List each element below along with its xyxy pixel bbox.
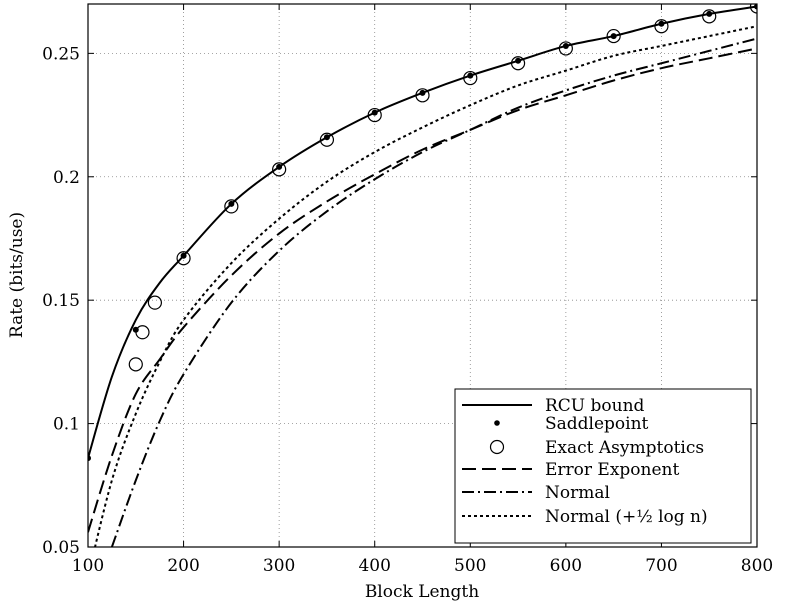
saddlepoint-marker [228, 200, 235, 207]
y-axis-label: Rate (bits/use) [7, 212, 27, 338]
saddlepoint-marker [276, 163, 283, 170]
exact-asymptotics-marker [463, 70, 478, 86]
series-line-solid [88, 5, 757, 459]
x-tick-label: 200 [167, 556, 199, 576]
saddlepoint-marker [658, 20, 665, 27]
saddlepoint-marker [754, 4, 757, 10]
series-line-dashed [88, 47, 757, 533]
legend-label-normal-log: Normal (+½ log n) [545, 507, 708, 527]
y-tick-label: 0.15 [42, 291, 80, 311]
exact-asymptotics-marker [319, 132, 335, 147]
exact-asymptotics-marker [128, 357, 143, 372]
series-layer [88, 4, 757, 547]
legend-label-exact: Exact Asymptotics [545, 438, 704, 458]
series-line-dashdot [110, 37, 757, 547]
exact-asymptotics-marker [147, 295, 162, 310]
x-tick-label: 100 [72, 556, 104, 576]
saddlepoint-marker [419, 89, 426, 96]
saddlepoint-marker [610, 33, 617, 40]
exact-asymptotics-marker [135, 325, 150, 340]
saddlepoint-marker [467, 72, 474, 79]
legend-swatch-saddlepoint [494, 420, 500, 426]
y-tick-label: 0.1 [53, 415, 80, 435]
y-tick-label: 0.2 [53, 168, 80, 188]
exact-asymptotics-marker [606, 28, 621, 44]
exact-asymptotics-marker [272, 162, 287, 177]
legend-swatch-exact [489, 439, 505, 455]
x-axis-label: Block Length [365, 582, 479, 602]
exact-asymptotics-marker [367, 107, 382, 123]
x-tick-label: 300 [263, 556, 295, 576]
exact-asymptotics-marker [702, 9, 717, 24]
legend-label-rcu: RCU bound [545, 396, 645, 416]
exact-asymptotics-marker [654, 19, 669, 34]
series-line-dotted [94, 25, 757, 547]
legend-label-saddlepoint: Saddlepoint [545, 414, 649, 434]
saddlepoint-marker [515, 57, 522, 64]
exact-asymptotics-marker [558, 41, 573, 56]
exact-asymptotics-marker [224, 199, 239, 214]
axis-ticks: 100 200 300 400 500 600 700 800 0.05 0.1 0.15 0.2 0.… [42, 4, 773, 576]
saddlepoint-marker [562, 42, 569, 49]
saddlepoint-marker [323, 134, 330, 141]
x-tick-label: 400 [358, 556, 390, 576]
legend: RCU bound Saddlepoint Exact Asymptotics … [454, 388, 752, 544]
x-tick-label: 600 [550, 556, 582, 576]
y-tick-label: 0.05 [42, 538, 80, 558]
exact-asymptotics-marker [749, 4, 757, 14]
saddlepoint-marker [88, 455, 91, 462]
x-tick-label: 700 [645, 556, 677, 576]
saddlepoint-marker [371, 109, 378, 116]
y-tick-label: 0.25 [42, 44, 80, 64]
x-tick-label: 800 [741, 556, 773, 576]
plot-frame [87, 3, 758, 548]
saddlepoint-marker [706, 10, 713, 17]
legend-box [454, 388, 752, 544]
legend-label-error-exponent: Error Exponent [545, 460, 680, 480]
exact-asymptotics-marker [415, 88, 430, 103]
exact-asymptotics-marker [510, 56, 526, 71]
legend-label-normal: Normal [545, 483, 610, 503]
exact-asymptotics-marker [176, 251, 191, 266]
saddlepoint-marker [180, 252, 187, 259]
x-tick-label: 500 [454, 556, 486, 576]
